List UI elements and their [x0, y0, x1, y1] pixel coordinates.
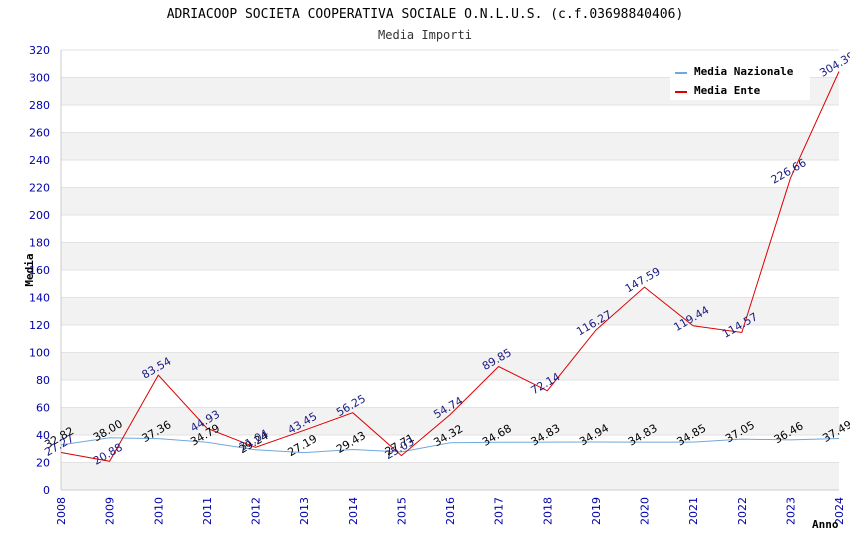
x-tick-label: 2019 [590, 497, 603, 525]
y-tick-label: 140 [29, 292, 50, 305]
y-tick-label: 300 [29, 72, 50, 85]
grid-band [61, 242, 839, 270]
legend-label-media-ente: Media Ente [694, 84, 761, 97]
grid-band [61, 407, 839, 435]
x-tick-label: 2024 [833, 497, 846, 525]
x-tick-label: 2008 [55, 497, 68, 525]
y-tick-label: 160 [29, 264, 50, 277]
y-tick-label: 260 [29, 127, 50, 140]
legend-box [670, 60, 810, 100]
x-tick-label: 2022 [736, 497, 749, 525]
x-tick-label: 2011 [201, 497, 214, 525]
y-axis: 0 20 40 60 80 100 120 140 160 180 200 220 240 260 280 3… [29, 44, 62, 497]
x-tick-label: 2013 [298, 497, 311, 525]
x-tick-label: 2012 [250, 497, 263, 525]
legend: Media Nazionale Media Ente [670, 60, 810, 100]
y-tick-label: 0 [43, 484, 50, 497]
x-tick-label: 2015 [395, 497, 408, 525]
legend-label-media-nazionale: Media Nazionale [694, 65, 794, 78]
y-tick-label: 280 [29, 99, 50, 112]
data-label-media-ente: 304.39 [817, 49, 850, 80]
series-line-media-nazionale [60, 437, 840, 454]
grid-band [61, 187, 839, 215]
y-tick-label: 20 [36, 457, 50, 470]
y-tick-label: 200 [29, 209, 50, 222]
x-axis-label: Anno [812, 518, 839, 531]
y-tick-label: 220 [29, 182, 50, 195]
grid-band [61, 297, 839, 325]
y-tick-label: 120 [29, 319, 50, 332]
series-lines [60, 71, 840, 462]
x-axis: 2008 2009 2010 2011 2012 2013 2014 2015 2016 2017… [55, 489, 846, 525]
x-tick-label: 2020 [639, 497, 652, 525]
grid-band [61, 352, 839, 380]
y-axis-label: Media [23, 253, 36, 286]
grid-bands [61, 49, 839, 491]
x-tick-label: 2016 [444, 497, 457, 525]
x-tick-label: 2017 [493, 497, 506, 525]
chart-subtitle: Media Importi [378, 28, 472, 42]
x-tick-label: 2009 [104, 497, 117, 525]
x-tick-label: 2023 [784, 497, 797, 525]
y-tick-label: 320 [29, 44, 50, 57]
grid-band [61, 462, 839, 490]
grid-band [61, 132, 839, 160]
x-tick-label: 2010 [152, 497, 165, 525]
y-tick-label: 40 [36, 429, 50, 442]
x-tick-label: 2014 [347, 497, 360, 525]
y-tick-label: 60 [36, 402, 50, 415]
y-tick-label: 180 [29, 237, 50, 250]
chart-title: ADRIACOOP SOCIETA COOPERATIVA SOCIALE O.… [167, 7, 684, 22]
x-tick-label: 2018 [541, 497, 554, 525]
data-label-media-ente: 226.66 [769, 156, 809, 187]
y-tick-label: 240 [29, 154, 50, 167]
series-line-media-ente [60, 71, 840, 462]
y-tick-label: 100 [29, 347, 50, 360]
y-tick-label: 80 [36, 374, 50, 387]
x-tick-label: 2021 [687, 497, 700, 525]
